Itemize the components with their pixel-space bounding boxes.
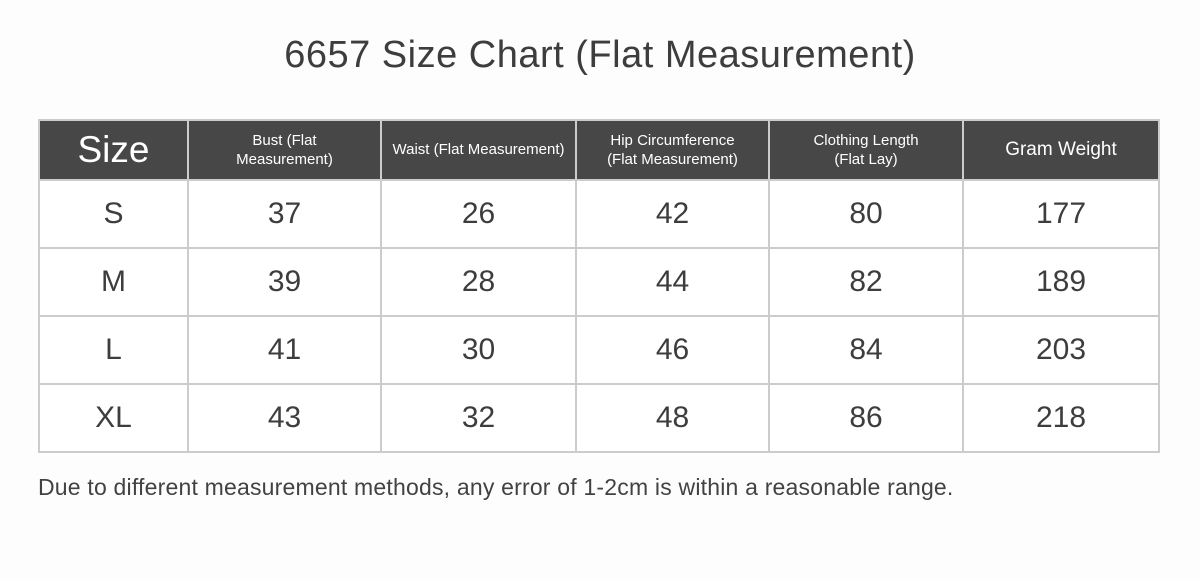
col-header-waist: Waist (Flat Measurement) bbox=[380, 119, 577, 181]
cell-length: 84 bbox=[768, 315, 964, 385]
cell-hip: 48 bbox=[575, 383, 770, 453]
cell-bust: 39 bbox=[187, 247, 382, 317]
cell-hip: 42 bbox=[575, 179, 770, 249]
cell-hip: 44 bbox=[575, 247, 770, 317]
page-title: 6657 Size Chart (Flat Measurement) bbox=[284, 34, 916, 76]
cell-bust: 37 bbox=[187, 179, 382, 249]
col-header-bust: Bust (Flat Measurement) bbox=[187, 119, 382, 181]
cell-gram: 203 bbox=[962, 315, 1160, 385]
size-chart-table: Size Bust (Flat Measurement) Waist (Flat… bbox=[38, 119, 1160, 453]
row-l: L 41 30 46 84 203 bbox=[38, 315, 1160, 385]
row-s: S 37 26 42 80 177 bbox=[38, 179, 1160, 249]
col-header-gram-weight: Gram Weight bbox=[962, 119, 1160, 181]
cell-size: M bbox=[38, 247, 189, 317]
row-m: M 39 28 44 82 189 bbox=[38, 247, 1160, 317]
row-xl: XL 43 32 48 86 218 bbox=[38, 383, 1160, 453]
cell-length: 86 bbox=[768, 383, 964, 453]
size-chart-page: 6657 Size Chart (Flat Measurement) Size … bbox=[0, 30, 1200, 501]
cell-waist: 30 bbox=[380, 315, 577, 385]
header-row: Size Bust (Flat Measurement) Waist (Flat… bbox=[38, 119, 1160, 181]
cell-gram: 177 bbox=[962, 179, 1160, 249]
col-header-size: Size bbox=[38, 119, 189, 181]
cell-size: XL bbox=[38, 383, 189, 453]
cell-gram: 218 bbox=[962, 383, 1160, 453]
cell-waist: 32 bbox=[380, 383, 577, 453]
cell-waist: 28 bbox=[380, 247, 577, 317]
footnote: Due to different measurement methods, an… bbox=[38, 474, 954, 500]
cell-size: S bbox=[38, 179, 189, 249]
col-header-clothing-length: Clothing Length (Flat Lay) bbox=[768, 119, 964, 181]
cell-length: 82 bbox=[768, 247, 964, 317]
cell-bust: 43 bbox=[187, 383, 382, 453]
cell-gram: 189 bbox=[962, 247, 1160, 317]
col-header-hip: Hip Circumference (Flat Measurement) bbox=[575, 119, 770, 181]
cell-hip: 46 bbox=[575, 315, 770, 385]
cell-bust: 41 bbox=[187, 315, 382, 385]
cell-length: 80 bbox=[768, 179, 964, 249]
cell-size: L bbox=[38, 315, 189, 385]
table-body: S 37 26 42 80 177 M 39 28 44 82 189 L 41… bbox=[38, 179, 1160, 453]
cell-waist: 26 bbox=[380, 179, 577, 249]
table-header: Size Bust (Flat Measurement) Waist (Flat… bbox=[38, 119, 1160, 181]
